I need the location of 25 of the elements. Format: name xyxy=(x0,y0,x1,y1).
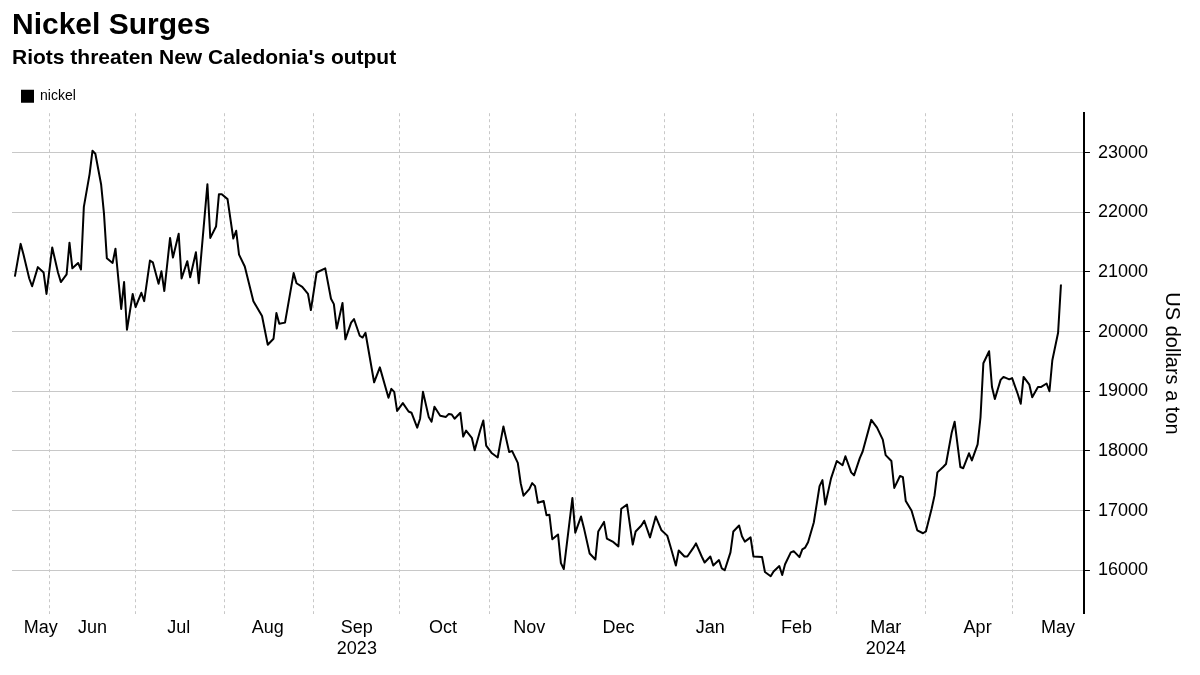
x-tick-label: May xyxy=(1041,616,1076,637)
legend-label: nickel xyxy=(40,87,76,104)
chart-title: Nickel Surges xyxy=(12,7,211,41)
chart-subtitle: Riots threaten New Caledonia's output xyxy=(12,45,397,69)
x-tick-label: Jan xyxy=(695,616,725,637)
x-tick-label: Jul xyxy=(167,616,191,637)
y-tick-label: 17000 xyxy=(1097,499,1149,520)
y-tick-label: 18000 xyxy=(1097,439,1149,460)
x-tick-label: Dec xyxy=(602,616,635,637)
y-tick-label: 16000 xyxy=(1097,559,1149,580)
x-tick-label: Mar 2024 xyxy=(865,616,906,659)
x-tick-label: Oct xyxy=(429,616,458,637)
y-tick-label: 23000 xyxy=(1097,141,1149,162)
x-tick-label: Sep 2023 xyxy=(336,616,377,659)
y-tick-label: 20000 xyxy=(1097,320,1149,341)
x-tick-label: Apr xyxy=(963,616,992,637)
x-tick-label: Aug xyxy=(251,616,284,637)
y-tick-label: 22000 xyxy=(1097,201,1149,222)
x-tick-label: Feb xyxy=(781,616,813,637)
y-axis-title: US dollars a ton xyxy=(1162,292,1185,435)
x-tick-label: Jun xyxy=(77,616,107,637)
y-tick-label: 19000 xyxy=(1097,380,1149,401)
y-tick-label: 21000 xyxy=(1097,260,1149,281)
x-tick-label: May xyxy=(23,616,58,637)
x-tick-label: Nov xyxy=(513,616,546,637)
